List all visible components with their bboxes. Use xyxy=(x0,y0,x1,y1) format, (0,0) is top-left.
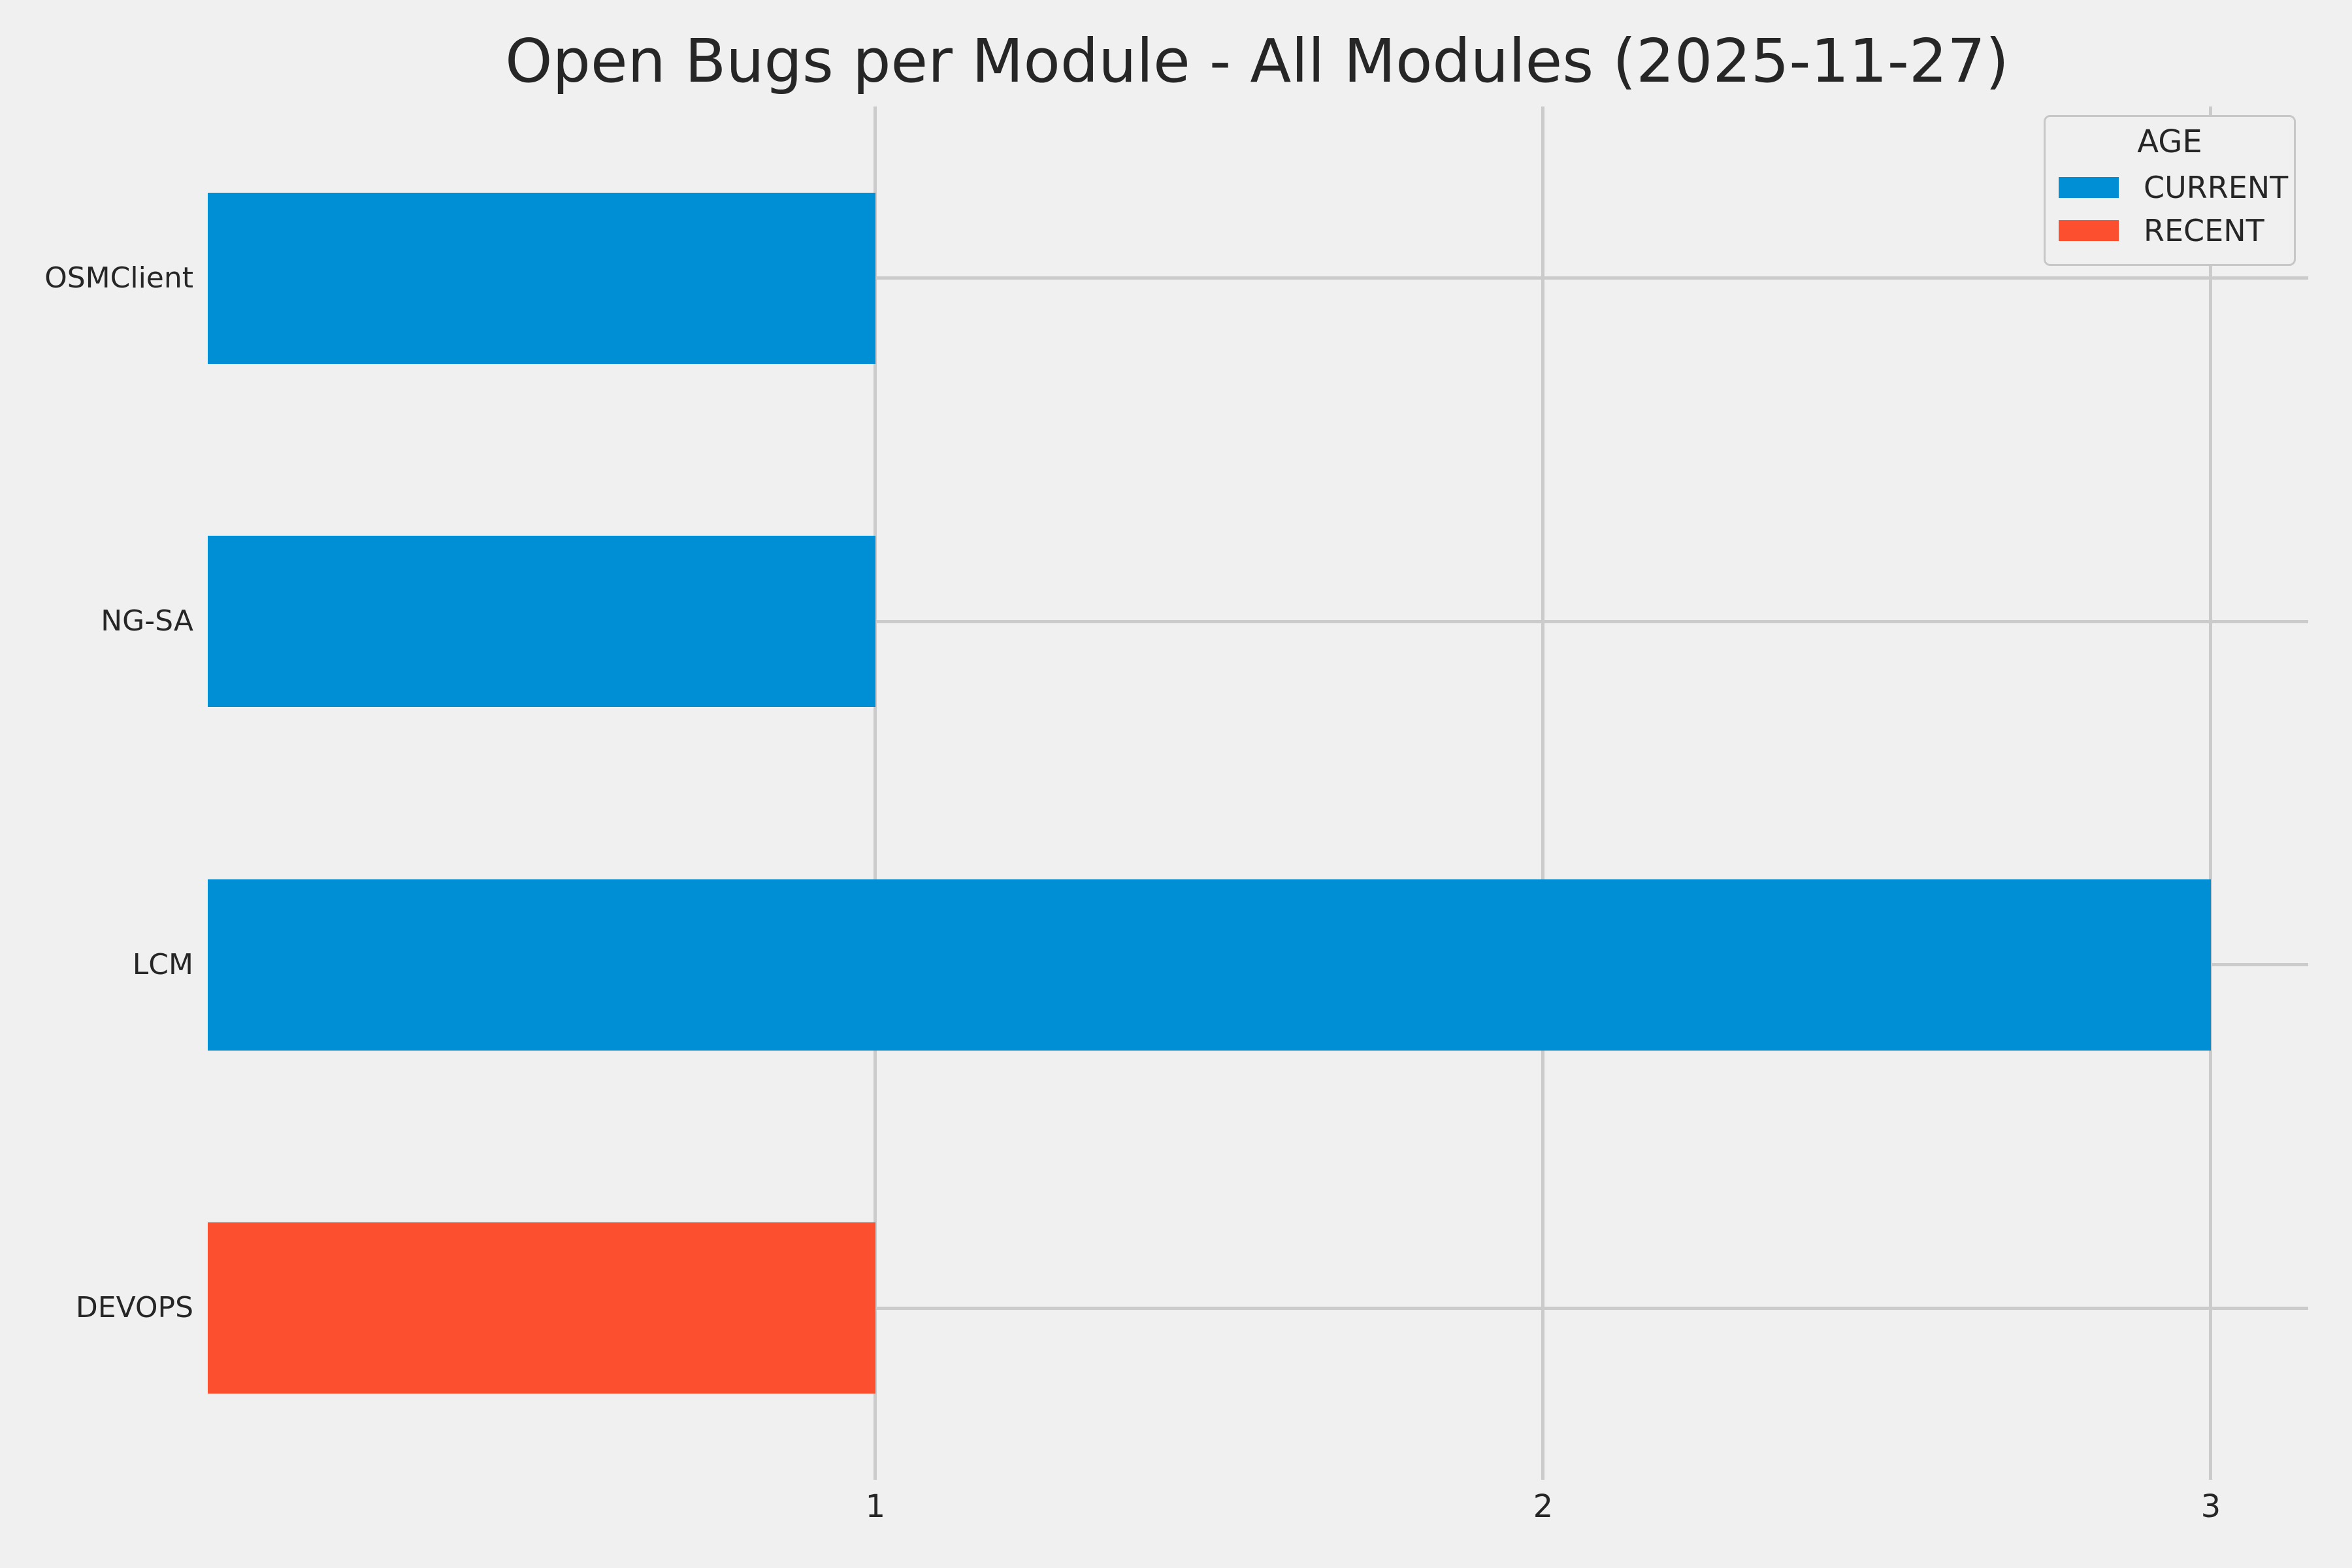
bar-devops xyxy=(208,1222,875,1394)
gridline-x-3 xyxy=(2209,106,2213,1480)
y-axis-tick-labels: OSMClient NG-SA LCM DEVOPS xyxy=(0,106,193,1480)
legend-swatch-recent-icon xyxy=(2059,220,2119,241)
gridline-y-osmclient xyxy=(208,276,2308,280)
legend-title: AGE xyxy=(2137,123,2202,160)
gridline-x-2 xyxy=(1541,106,1545,1480)
plot-area xyxy=(208,106,2308,1480)
bar-osmclient xyxy=(208,192,875,364)
legend-entry-recent: RECENT xyxy=(2059,209,2281,252)
legend: AGE CURRENT RECENT xyxy=(2044,115,2296,266)
x-tick-label-3: 3 xyxy=(2200,1488,2221,1525)
gridline-x-1 xyxy=(874,106,877,1480)
x-tick-label-2: 2 xyxy=(1533,1488,1554,1525)
legend-label-current: CURRENT xyxy=(2144,169,2289,205)
legend-label-recent: RECENT xyxy=(2144,212,2264,248)
bar-ng-sa xyxy=(208,536,875,708)
gridline-y-ng-sa xyxy=(208,619,2308,623)
legend-swatch-current-icon xyxy=(2059,176,2119,198)
gridline-y-devops xyxy=(208,1306,2308,1310)
y-tick-label-lcm: LCM xyxy=(132,947,193,981)
y-tick-label-ng-sa: NG-SA xyxy=(101,604,193,638)
legend-entry-current: CURRENT xyxy=(2059,166,2288,209)
chart-title: Open Bugs per Module - All Modules (2025… xyxy=(505,26,2009,96)
y-tick-label-osmclient: OSMClient xyxy=(44,261,193,295)
y-tick-label-devops: DEVOPS xyxy=(75,1291,193,1325)
bar-lcm xyxy=(208,879,2211,1051)
x-tick-label-1: 1 xyxy=(865,1488,886,1525)
